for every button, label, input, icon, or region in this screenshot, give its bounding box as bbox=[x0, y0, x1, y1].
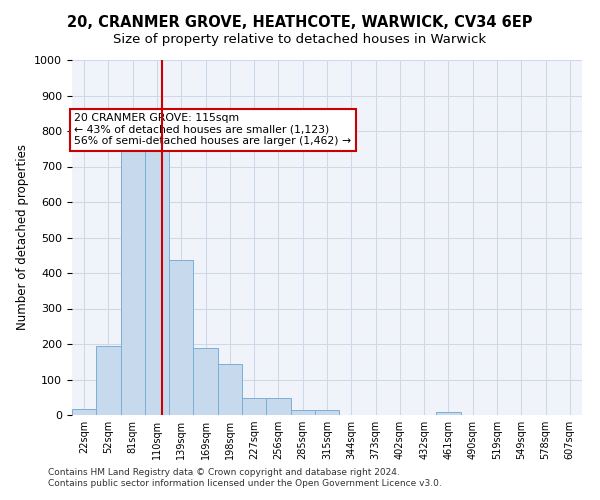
Y-axis label: Number of detached properties: Number of detached properties bbox=[16, 144, 29, 330]
Bar bbox=[290, 410, 315, 415]
Bar bbox=[266, 398, 290, 415]
Bar bbox=[72, 408, 96, 415]
Bar bbox=[169, 260, 193, 415]
Bar bbox=[242, 398, 266, 415]
Bar bbox=[315, 410, 339, 415]
Text: 20, CRANMER GROVE, HEATHCOTE, WARWICK, CV34 6EP: 20, CRANMER GROVE, HEATHCOTE, WARWICK, C… bbox=[67, 15, 533, 30]
Bar bbox=[121, 138, 145, 415]
Text: 20 CRANMER GROVE: 115sqm
← 43% of detached houses are smaller (1,123)
56% of sem: 20 CRANMER GROVE: 115sqm ← 43% of detach… bbox=[74, 114, 351, 146]
Bar bbox=[193, 348, 218, 415]
Bar bbox=[436, 412, 461, 415]
Bar bbox=[145, 134, 169, 415]
Text: Contains HM Land Registry data © Crown copyright and database right 2024.
Contai: Contains HM Land Registry data © Crown c… bbox=[48, 468, 442, 487]
Bar bbox=[218, 364, 242, 415]
Text: Size of property relative to detached houses in Warwick: Size of property relative to detached ho… bbox=[113, 32, 487, 46]
Bar bbox=[96, 346, 121, 415]
